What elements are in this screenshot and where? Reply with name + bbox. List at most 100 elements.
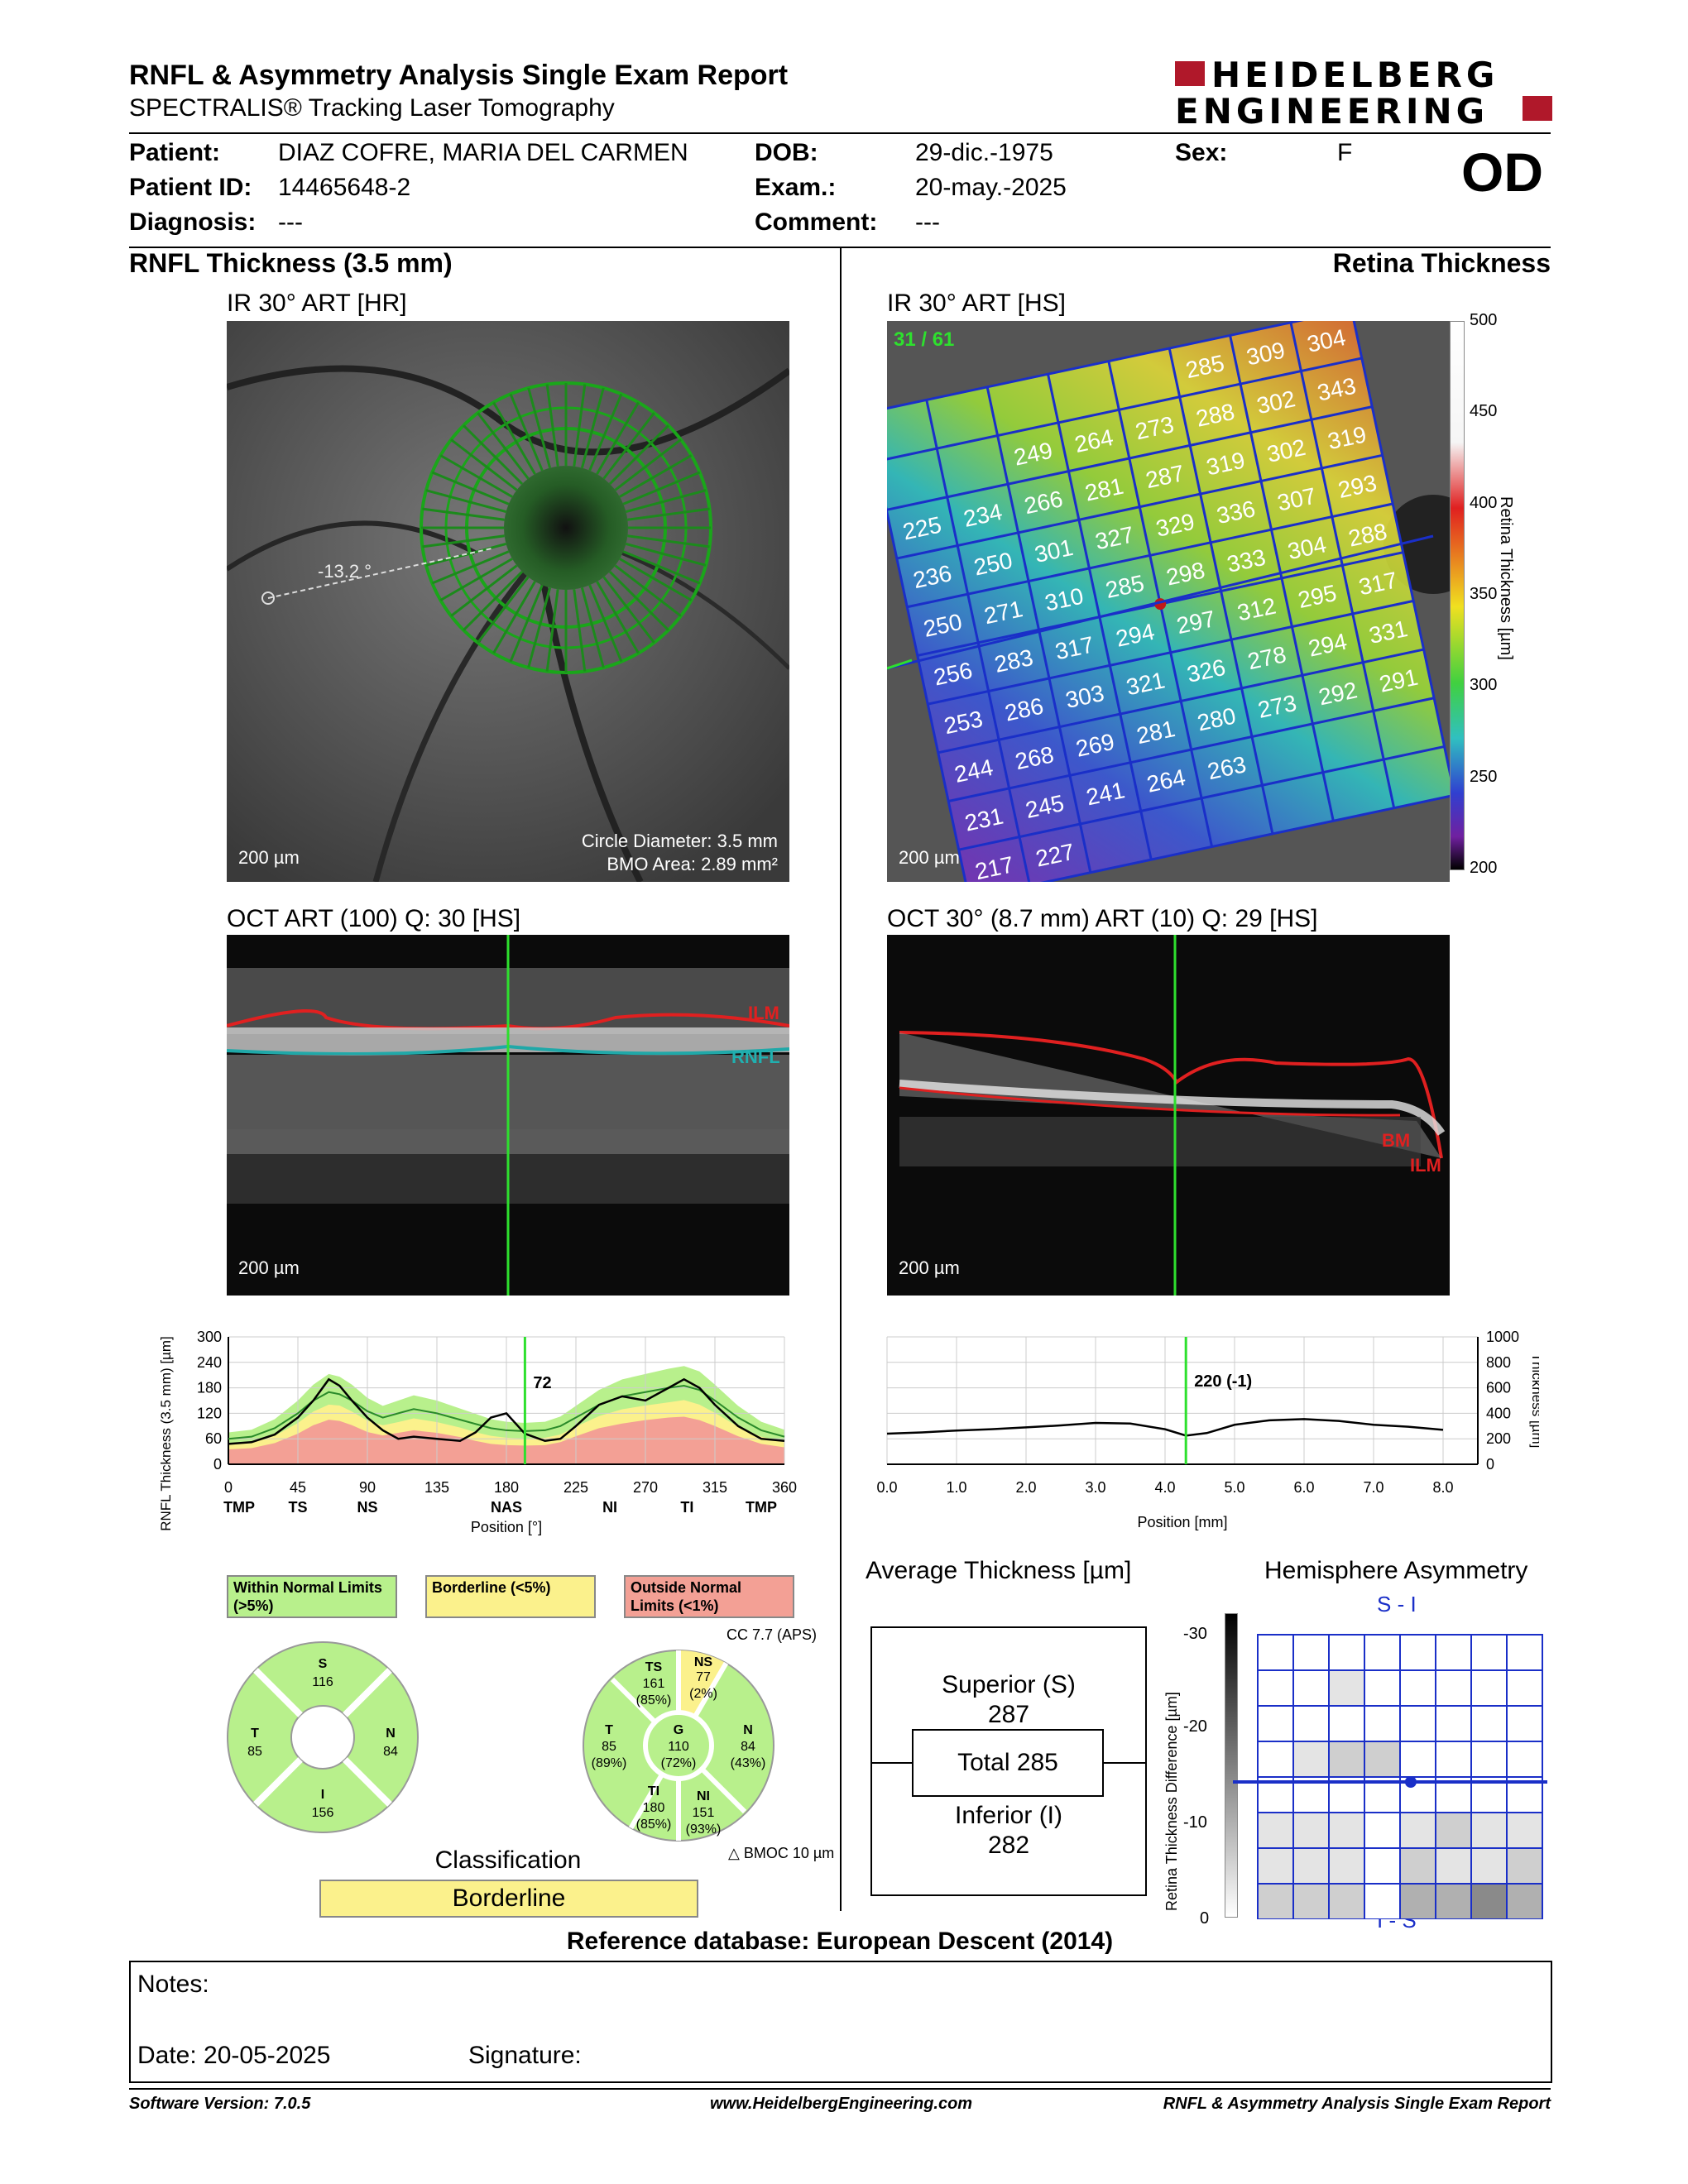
hemi-cell [1506,1883,1543,1919]
ni-value: 151 [693,1806,715,1820]
bmo-n-label: N [386,1727,396,1741]
rnfl-sector-label: TMP [746,1499,777,1516]
hemi-cell [1435,1883,1472,1919]
bmoc-note-text: BMOC 10 µm [743,1845,835,1861]
footer-software: Software Version: 7.0.5 [129,2095,311,2113]
legend-within: Within Normal Limits (>5%) [227,1575,397,1618]
hemi-tick-0: 0 [1200,1909,1210,1928]
hemi-cell [1292,1812,1330,1849]
ir-right-scale: 200 µm [899,847,960,868]
ni-pct: (93%) [686,1822,722,1837]
signature-label: Signature: [468,2042,582,2069]
hemi-tick-10: -10 [1183,1813,1207,1832]
retina-xlabel: Position [mm] [1137,1514,1227,1530]
colorbar-label: Retina Thickness [µm] [1497,496,1515,660]
retina-ytick: 200 [1486,1430,1511,1447]
retina-xtick: 7.0 [1363,1479,1383,1496]
hemi-cell [1257,1741,1294,1778]
bmo-sector-chart: S 116 T 85 N 84 I 156 [227,1641,419,1833]
colorbar-tick: 350 [1470,585,1498,603]
retina-thickness-line [886,1418,1444,1437]
hemi-cell [1364,1883,1401,1919]
retina-xtick: 8.0 [1432,1479,1453,1496]
oct-right-title: OCT 30° (8.7 mm) ART (10) Q: 29 [HS] [887,905,1318,932]
t-pct: (89%) [592,1756,627,1770]
ir-angle-label: -13.2 ° [318,561,372,582]
retina-ylabel: Thickness [µm] [1529,1353,1539,1449]
ns-label: NS [694,1655,713,1669]
rnfl-xtick: 270 [633,1479,658,1496]
retina-xtick: 5.0 [1224,1479,1244,1496]
bmoc-note: △ BMOC 10 µm [728,1845,835,1861]
superior-value: 287 [987,1701,1030,1728]
hemi-cell [1506,1705,1543,1742]
t-label: T [605,1723,613,1737]
hemi-cell [1435,1705,1472,1742]
oct-right-ilm-label: ILM [1410,1155,1441,1176]
hemi-cell [1328,1883,1365,1919]
footer-website[interactable]: www.HeidelbergEngineering.com [710,2095,973,2113]
patient-id-label: Patient ID: [129,174,252,201]
retina-ytick: 600 [1486,1380,1511,1396]
rnfl-xtick: 315 [703,1479,727,1496]
reference-database: Reference database: European Descent (20… [566,1928,1114,1955]
g-value: 110 [668,1740,689,1754]
classification-value: Borderline [319,1880,698,1918]
hemi-cell [1435,1634,1472,1671]
logo-line1: HEIDELBERG [1211,55,1499,95]
average-thickness-title: Average Thickness [µm] [866,1557,1132,1584]
rnfl-ytick: 120 [197,1405,222,1421]
notes-box[interactable]: Notes: Date: 20-05-2025 Signature: [129,1961,1552,2083]
rnfl-ytick: 60 [205,1430,222,1447]
footer-report-name: RNFL & Asymmetry Analysis Single Exam Re… [1163,2095,1551,2113]
t-value: 85 [602,1740,616,1754]
hemi-tick-20: -20 [1183,1717,1207,1736]
hemi-cell [1292,1847,1330,1885]
rnfl-section-title: RNFL Thickness (3.5 mm) [129,248,453,278]
hemi-cell [1257,1812,1294,1849]
ir-right-counter: 31 / 61 [894,328,954,351]
colorbar-tick: 200 [1470,859,1498,877]
n-value: 84 [741,1740,755,1754]
superior-label: Superior (S) [942,1671,1076,1698]
hemi-cell [1257,1634,1294,1671]
sex-label: Sex: [1175,139,1228,166]
patient-value: DIAZ COFRE, MARIA DEL CARMEN [278,139,688,166]
oct-left-scale: 200 µm [238,1257,300,1278]
n-pct: (43%) [731,1756,766,1770]
oct-bm-label: BM [1382,1130,1410,1151]
rnfl-ytick: 0 [213,1456,222,1473]
rnfl-ytick: 240 [197,1354,222,1371]
hemi-cell [1399,1812,1436,1849]
comment-label: Comment: [755,208,878,236]
retina-xtick: 3.0 [1085,1479,1105,1496]
normal-mean-line [228,1385,785,1440]
retina-xtick: 4.0 [1154,1479,1175,1496]
hemi-cell [1257,1847,1294,1885]
rnfl-xlabel: Position [°] [471,1519,542,1535]
ts-label: TS [645,1660,663,1674]
hemi-cell [1328,1741,1365,1778]
measured-line [228,1377,785,1445]
ir-left-scale: 200 µm [238,847,300,868]
rnfl-xtick: 360 [772,1479,797,1496]
patient-label: Patient: [129,139,221,166]
rnfl-ytick: 180 [197,1380,222,1396]
hemi-cell [1364,1634,1401,1671]
hemi-tick-30: -30 [1183,1625,1207,1643]
rnfl-xtick: 45 [290,1479,306,1496]
hemi-cell [1506,1669,1543,1707]
rnfl-sector-label: NAS [491,1499,522,1516]
rnfl-xtick: 135 [424,1479,449,1496]
date-label: Date: 20-05-2025 [137,2042,331,2069]
oct-ilm-label: ILM [748,1003,779,1023]
hemi-cell [1257,1669,1294,1707]
rnfl-sector-label: TS [288,1499,307,1516]
g-pct: (72%) [661,1756,697,1770]
hemisphere-title: Hemisphere Asymmetry [1264,1557,1528,1584]
retina-xtick: 6.0 [1293,1479,1314,1496]
bmo-t-label: T [251,1727,259,1741]
cc-label: CC 7.7 (APS) [727,1626,818,1643]
dob-value: 29-dic.-1975 [915,139,1053,166]
exam-value: 20-may.-2025 [915,174,1067,201]
